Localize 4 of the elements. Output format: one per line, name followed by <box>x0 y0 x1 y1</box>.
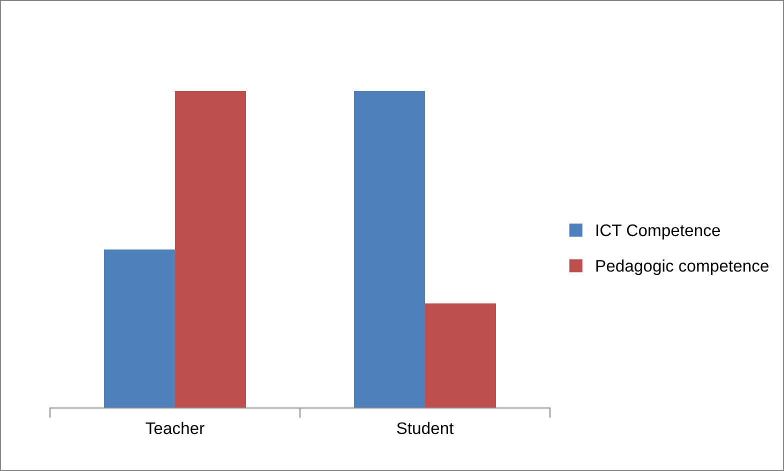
x-tick-label: Teacher <box>146 422 204 434</box>
legend-label: Pedagogic competence <box>596 260 768 276</box>
x-tick-label: Student <box>397 422 454 434</box>
legend-label: ICT Competence <box>596 224 720 240</box>
